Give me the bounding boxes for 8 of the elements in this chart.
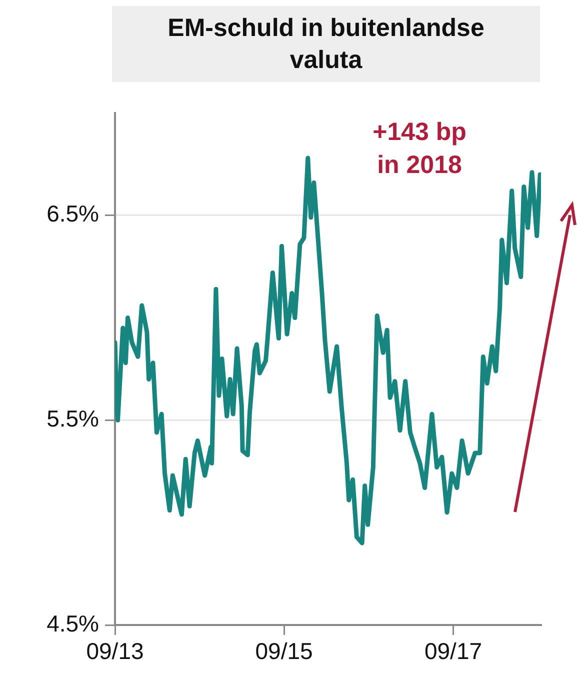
- y-tick-label: 4.5%: [46, 610, 99, 636]
- annotation: +143 bp in 2018: [372, 117, 468, 180]
- y-tick-label: 6.5%: [46, 200, 99, 227]
- x-tick-label: 09/17: [424, 638, 482, 664]
- y-tick-label: 5.5%: [46, 406, 99, 432]
- x-tick-label: 09/15: [255, 638, 313, 664]
- chart-title: EM-schuld in buitenlandse valuta: [112, 6, 540, 82]
- x-tick-label: 09/13: [86, 638, 144, 664]
